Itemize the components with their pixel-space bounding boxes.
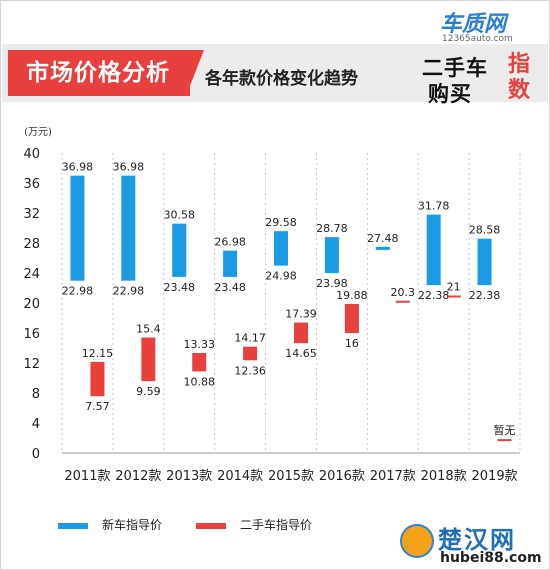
y-tick-label: 4 — [32, 417, 40, 432]
x-tick-label: 2016款 — [319, 469, 365, 484]
used-car-high-label: 14.17 — [234, 332, 266, 345]
new-car-price-bar — [223, 250, 238, 277]
new-car-high-label: 28.58 — [469, 224, 501, 237]
used-car-price-bar — [141, 337, 156, 382]
x-tick-label: 2012款 — [115, 469, 161, 484]
legend-swatch-used-car — [196, 522, 226, 529]
x-tick-label: 2013款 — [166, 469, 212, 484]
logo-red-text: 指数 — [507, 52, 530, 103]
new-car-low-label: 22.38 — [418, 289, 450, 302]
used-car-price-bar — [446, 295, 461, 298]
logo-line-2: 购买 — [428, 82, 472, 106]
price-range-chart: (万元) 0 4 8 12 16 20 24 28 32 36 40 2011款 2012款 2013款 20… — [23, 127, 521, 484]
new-car-price-bar — [172, 223, 187, 277]
new-car-price-bar — [324, 237, 339, 274]
new-car-high-label: 36.98 — [113, 161, 145, 174]
watermark-logo: 楚汉网 hubei88.com — [398, 520, 548, 568]
used-car-low-label: 9.59 — [136, 385, 161, 398]
new-car-price-bar — [121, 175, 136, 281]
logo-url: 12365auto.com — [442, 34, 513, 44]
legend-label-new-car: 新车指导价 — [102, 518, 163, 532]
new-car-low-label: 22.98 — [62, 285, 94, 298]
new-car-low-label: 22.98 — [113, 285, 145, 298]
used-car-high-label: 13.33 — [183, 338, 215, 351]
title-tail-shape — [186, 50, 204, 96]
y-tick-label: 40 — [23, 147, 40, 162]
y-tick-label: 28 — [23, 237, 40, 252]
used-car-high-label: 15.4 — [136, 323, 161, 336]
legend-item-used-car: 二手车指导价 — [196, 516, 312, 533]
y-tick-label: 20 — [23, 297, 40, 312]
y-tick-label: 32 — [23, 207, 40, 222]
new-car-low-label: 22.38 — [469, 289, 501, 302]
new-car-high-label: 28.78 — [316, 222, 348, 235]
new-car-price-bar — [477, 238, 492, 286]
legend-item-new-car: 新车指导价 — [58, 516, 162, 533]
legend-label-used-car: 二手车指导价 — [240, 518, 313, 532]
used-car-high-label: 19.88 — [336, 289, 368, 302]
new-car-low-label: 23.98 — [316, 277, 348, 290]
x-tick-label: 2019款 — [472, 469, 518, 484]
y-tick-label: 8 — [32, 387, 40, 402]
watermark-globe-icon — [400, 524, 434, 558]
y-tick-label: 16 — [23, 327, 40, 342]
x-tick-label: 2011款 — [64, 469, 110, 484]
new-car-price-bar — [70, 175, 85, 281]
y-tick-label: 12 — [23, 357, 40, 372]
used-car-low-label: 16 — [345, 337, 359, 350]
used-car-price-bar — [90, 361, 105, 397]
x-tick-label: 2014款 — [217, 469, 263, 484]
x-tick-label: 2015款 — [268, 469, 314, 484]
used-car-price-bar — [243, 346, 258, 361]
used-car-low-label: 7.57 — [85, 400, 110, 413]
used-car-low-label: 12.36 — [234, 364, 266, 377]
legend-swatch-new-car — [58, 522, 88, 529]
page-title: 市场价格分析 — [8, 50, 190, 96]
new-car-high-label: 30.58 — [163, 209, 195, 222]
new-car-price-bar — [274, 231, 288, 266]
brand-logo: 车质网 12365auto.com 二手车 购买 指数 — [418, 6, 544, 106]
new-car-high-label: 36.98 — [62, 161, 94, 174]
used-car-high-label: 暂无 — [494, 424, 516, 437]
used-car-high-label: 17.39 — [285, 308, 317, 321]
x-tick-label: 2018款 — [421, 469, 467, 484]
used-car-low-label: 14.65 — [285, 347, 317, 360]
x-tick-label: 2017款 — [370, 469, 416, 484]
new-car-high-label: 27.48 — [367, 232, 399, 245]
new-car-low-label: 23.48 — [214, 281, 246, 294]
new-car-price-bar — [375, 246, 390, 250]
new-car-low-label: 23.48 — [163, 281, 195, 294]
used-car-high-label: 12.15 — [82, 347, 114, 360]
watermark-text: 楚汉网 — [438, 526, 516, 554]
used-car-price-bar — [192, 353, 207, 372]
logo-line-1: 二手车 — [422, 56, 488, 80]
watermark-url: hubei88.com — [440, 550, 542, 566]
new-car-high-label: 31.78 — [418, 200, 450, 213]
logo-brand: 车质网 — [440, 12, 507, 37]
new-car-high-label: 26.98 — [214, 236, 246, 249]
used-car-low-label: 10.88 — [183, 375, 215, 388]
y-axis-unit-label: (万元) — [24, 127, 52, 138]
used-car-price-bar — [344, 303, 359, 333]
used-car-high-label: 20.3 — [391, 286, 416, 299]
new-car-low-label: 24.98 — [265, 270, 297, 283]
page-subtitle: 各年款价格变化趋势 — [205, 69, 358, 89]
y-tick-label: 24 — [23, 267, 40, 282]
new-car-high-label: 29.58 — [265, 216, 297, 229]
used-car-high-label: 21 — [447, 281, 461, 294]
used-car-price-bar — [497, 439, 512, 442]
used-car-price-bar — [395, 300, 410, 303]
used-car-price-bar — [294, 322, 308, 344]
y-tick-label: 0 — [32, 447, 40, 462]
y-tick-label: 36 — [23, 177, 40, 192]
new-car-price-bar — [426, 214, 441, 286]
